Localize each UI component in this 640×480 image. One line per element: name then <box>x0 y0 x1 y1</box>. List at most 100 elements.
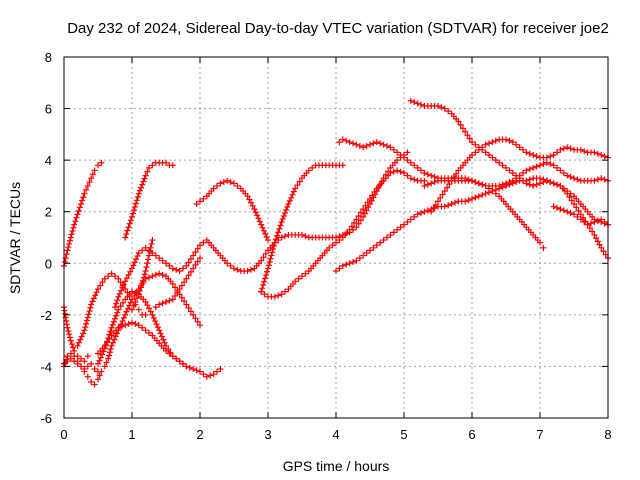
data-point <box>197 255 203 262</box>
data-point <box>197 242 203 249</box>
data-point <box>84 182 91 189</box>
data-point <box>91 167 98 174</box>
data-point <box>81 358 88 365</box>
data-point <box>74 211 81 218</box>
data-point-trail <box>152 252 159 259</box>
data-point <box>537 162 543 169</box>
data-point-trail <box>125 320 132 327</box>
data-point-trail <box>450 113 460 122</box>
data-point <box>387 231 394 238</box>
data-point-trail <box>526 181 533 188</box>
data-point <box>441 105 448 112</box>
data-point-trail <box>547 153 554 160</box>
data-point-trail <box>272 222 284 243</box>
data-point-trail <box>573 195 582 205</box>
data-point-trail <box>130 302 137 309</box>
data-point-trail <box>65 327 73 341</box>
data-point-trail <box>89 289 100 305</box>
data-point <box>129 265 135 272</box>
data-point <box>360 206 367 213</box>
data-point <box>292 185 299 192</box>
series-0 <box>61 159 105 269</box>
data-point <box>387 170 394 177</box>
data-point-trail <box>124 289 133 299</box>
data-point-trail <box>157 330 168 346</box>
data-point <box>394 157 401 164</box>
data-point-trail <box>465 197 472 204</box>
data-point-trail <box>172 289 181 299</box>
data-point-trail <box>193 367 200 374</box>
y-tick-label: -4 <box>40 359 52 374</box>
data-point-trail <box>61 251 70 265</box>
data-point-trail <box>350 258 356 265</box>
data-point <box>122 234 129 241</box>
data-point <box>299 273 305 280</box>
data-point <box>112 304 118 311</box>
data-point <box>169 353 176 360</box>
data-point <box>496 159 503 166</box>
data-point <box>482 190 489 197</box>
data-point <box>421 208 428 215</box>
data-point <box>156 327 163 334</box>
data-point-trail <box>533 163 540 170</box>
data-point-trail <box>506 179 513 186</box>
data-point-trail <box>404 219 411 226</box>
data-point-trail <box>574 176 581 183</box>
data-point <box>231 180 237 187</box>
data-point-trail <box>178 279 188 289</box>
data-point-trail <box>132 289 139 296</box>
data-point-trail <box>246 196 256 209</box>
data-point-trail <box>192 315 201 325</box>
data-point <box>373 242 380 249</box>
data-point-trail <box>382 168 392 178</box>
data-point-trail <box>321 247 330 256</box>
data-point-trail <box>513 141 520 148</box>
data-point-trail <box>75 204 83 214</box>
data-point-trail <box>376 180 385 189</box>
data-point <box>278 234 285 241</box>
data-point <box>156 255 163 262</box>
data-point-trail <box>384 234 390 241</box>
data-series <box>61 97 611 388</box>
data-point <box>475 193 482 200</box>
data-point <box>129 288 135 295</box>
data-point <box>190 311 197 318</box>
data-point-trail <box>520 170 526 177</box>
data-point-trail <box>397 168 404 175</box>
data-point <box>95 162 101 169</box>
data-point-trail <box>166 262 173 269</box>
data-point <box>101 363 108 370</box>
data-point <box>169 162 176 169</box>
data-point-trail <box>130 253 141 269</box>
y-tick-label: 0 <box>45 256 52 271</box>
data-point <box>142 172 149 179</box>
data-point <box>142 244 149 251</box>
data-point <box>129 306 135 313</box>
data-point-trail <box>526 150 533 157</box>
data-point <box>197 198 203 205</box>
data-point <box>428 172 435 179</box>
data-point <box>462 198 469 205</box>
data-point <box>550 162 557 169</box>
data-point-trail <box>308 262 317 272</box>
data-point-trail <box>560 207 567 214</box>
data-point-trail <box>506 137 513 144</box>
data-point <box>598 151 605 158</box>
data-point-trail <box>123 268 134 282</box>
data-point-trail <box>287 280 296 290</box>
data-point-trail <box>227 262 234 269</box>
data-point <box>503 164 509 171</box>
data-point-trail <box>234 182 241 189</box>
data-point-trail <box>96 372 103 379</box>
data-point-trail <box>336 265 343 272</box>
data-point <box>183 301 190 308</box>
data-point <box>489 139 496 146</box>
y-axis-label: SDTVAR / TECUs <box>7 182 23 294</box>
data-point <box>414 211 421 218</box>
data-point <box>305 167 312 174</box>
data-point <box>67 337 74 344</box>
data-point <box>149 162 156 169</box>
data-point-trail <box>547 161 554 168</box>
data-point-trail <box>151 335 160 344</box>
y-tick-label: 4 <box>45 153 52 168</box>
